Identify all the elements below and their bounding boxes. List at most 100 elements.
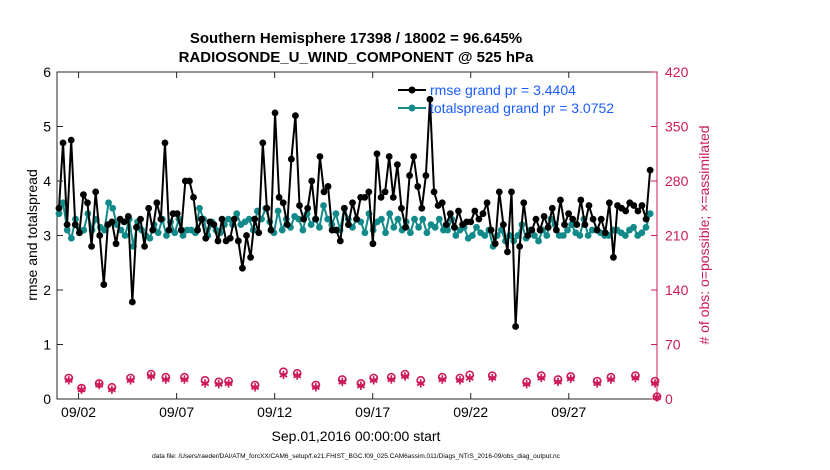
obs-assimilated-marker [311, 383, 320, 392]
x-tick-label: 09/22 [453, 404, 488, 420]
series-point-rmse [92, 188, 100, 196]
series-point-rmse [577, 196, 585, 204]
series-point-rmse [259, 139, 267, 147]
obs-assimilated-marker [631, 373, 640, 383]
asterisk-stroke [279, 372, 288, 378]
asterisk-stroke [200, 380, 210, 387]
series-point-spread [431, 223, 439, 231]
series-point-rmse [601, 229, 609, 237]
series-point-rmse [475, 215, 483, 223]
asterisk-stroke [77, 386, 86, 393]
series-point-spread [530, 232, 538, 239]
y-left-tick-label: 5 [43, 119, 51, 135]
series-point-rmse [581, 221, 589, 229]
asterisk-stroke [566, 375, 575, 382]
y-right-tick-label: 70 [665, 337, 681, 353]
y-right-tick-label: 280 [665, 173, 689, 189]
obs-assimilated-marker [279, 370, 288, 380]
obs-assimilated-marker [338, 377, 347, 387]
series-point-rmse [630, 202, 638, 209]
series-point-spread [419, 215, 427, 223]
series-point-rmse [536, 226, 544, 234]
series-point-spread [163, 232, 170, 239]
series-point-spread [559, 232, 567, 239]
obs-assimilated-marker [416, 379, 425, 388]
series-point-rmse [108, 218, 116, 226]
series-point-rmse [316, 153, 324, 160]
chart-title-line1: Southern Hemisphere 17398 / 18002 = 96.6… [190, 30, 522, 47]
series-point-rmse [499, 221, 507, 229]
obs-layer [64, 367, 662, 402]
series-point-rmse [410, 153, 418, 160]
series-point-spread [196, 204, 203, 212]
y-right-tick-label: 210 [665, 228, 689, 244]
series-point-rmse [71, 221, 79, 229]
asterisk-stroke [293, 372, 302, 379]
series-point-rmse [304, 204, 312, 212]
series-point-spread [378, 215, 385, 223]
series-point-spread [63, 226, 71, 234]
series-point-rmse [520, 199, 528, 207]
series-point-rmse [55, 204, 63, 212]
series-point-spread [295, 215, 303, 223]
series-point-spread [411, 215, 418, 223]
series-point-rmse [398, 204, 405, 212]
series-point-rmse [332, 226, 340, 234]
y-left-tick-label: 4 [43, 173, 51, 189]
obs-assimilated-marker [455, 376, 465, 385]
ticks-layer: 09/02 09/07 09/12 09/17 09/22 09/27 0 1 2 3 4 5 6 0 70… [43, 64, 688, 420]
series-point-rmse [173, 210, 181, 218]
series-point-rmse [361, 193, 369, 201]
series-point-rmse [120, 218, 128, 226]
series-point-spread [225, 215, 232, 223]
series-point-spread [109, 204, 117, 212]
series-point-spread [468, 232, 476, 239]
series-point-spread [638, 229, 646, 237]
series-point-rmse [418, 204, 426, 212]
asterisk-stroke [356, 382, 365, 389]
series-point-spread [564, 226, 571, 234]
asterisk-stroke [606, 376, 615, 383]
legend-rmse-label: rmse grand pr = 3.4404 [430, 82, 576, 98]
series-point-rmse [544, 223, 552, 231]
series-point-spread [621, 232, 629, 239]
y-right-tick-label: 140 [665, 282, 689, 298]
series-point-rmse [251, 215, 259, 223]
series-point-rmse [320, 188, 328, 196]
series-point-spread [245, 215, 253, 223]
obs-assimilated-marker [95, 380, 104, 390]
series-point-rmse [508, 188, 515, 196]
series-point-rmse [402, 223, 409, 231]
series-point-rmse [75, 229, 83, 237]
asterisk-stroke [522, 381, 531, 388]
series-point-rmse [471, 207, 479, 215]
series-point-rmse [340, 204, 348, 212]
series-point-rmse [634, 207, 642, 215]
series-point-rmse [610, 253, 617, 261]
series-point-rmse [133, 223, 140, 231]
obs-assimilated-marker [250, 383, 260, 392]
series-point-spread [584, 232, 592, 239]
series-point-spread [576, 232, 584, 239]
series-point-rmse [540, 213, 548, 220]
series-point-rmse [128, 298, 136, 306]
series-point-rmse [177, 226, 185, 234]
series-point-rmse [336, 237, 344, 245]
x-tick-label: 09/02 [61, 404, 96, 420]
y-left-tick-label: 6 [43, 64, 51, 80]
y-axis-label-left: rmse and totalspread [24, 169, 40, 301]
series-point-rmse [59, 139, 67, 147]
obs-assimilated-marker [465, 373, 474, 383]
series-point-rmse [597, 215, 605, 223]
series-point-rmse [153, 199, 161, 207]
y-left-tick-label: 0 [43, 391, 51, 407]
series-point-spread [154, 229, 162, 237]
series-point-spread [382, 229, 389, 237]
obs-assimilated-marker [369, 376, 378, 385]
series-point-spread [452, 232, 460, 239]
series-point-rmse [373, 150, 381, 158]
series-point-rmse [243, 232, 250, 239]
series-point-rmse [190, 193, 197, 201]
